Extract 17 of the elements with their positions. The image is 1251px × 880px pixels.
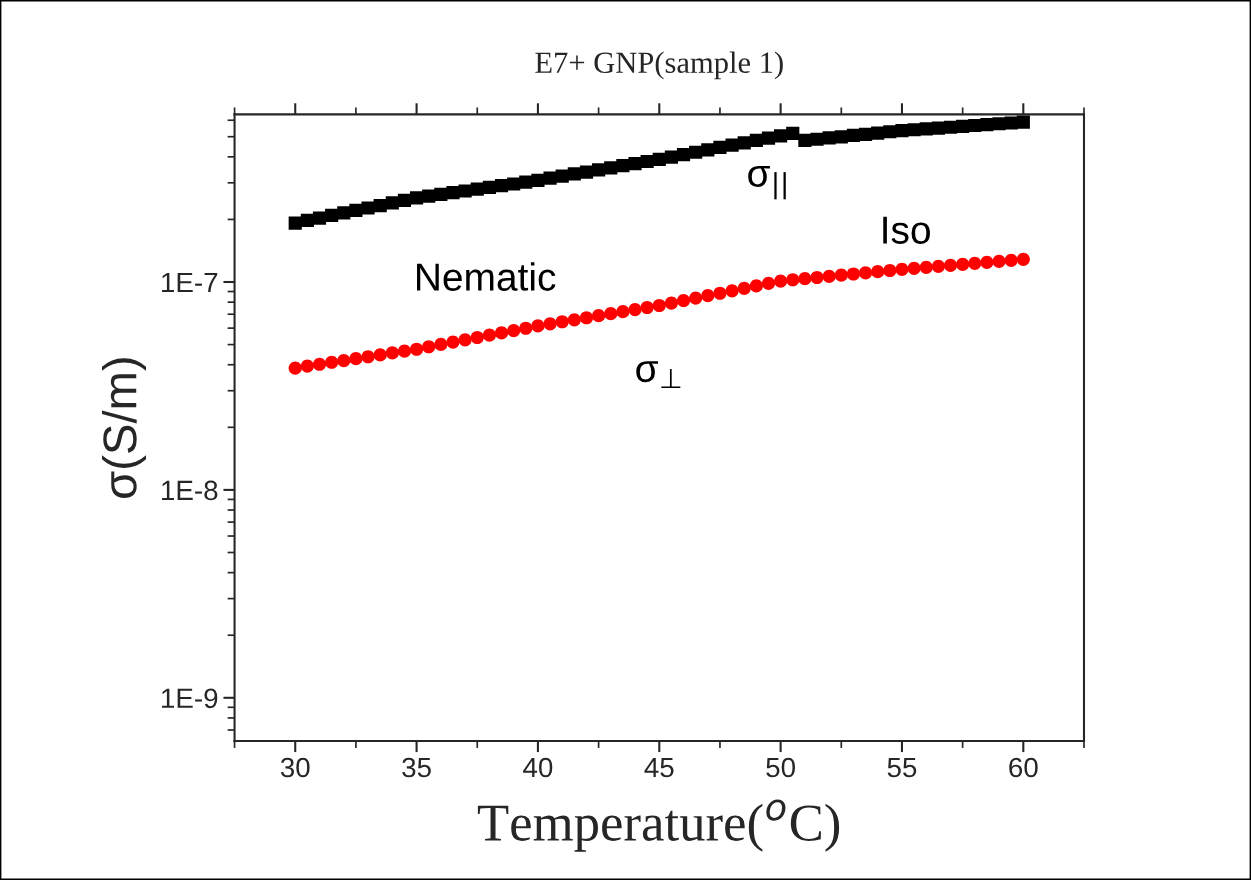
x-axis-title: Temperature($^{o}$C) bbox=[477, 799, 840, 852]
series-label: σ$_{||}$ bbox=[748, 165, 786, 200]
chart-title: E7+ GNP(sample 1) bbox=[535, 51, 783, 80]
y-tick-label: 1E-7 bbox=[162, 272, 218, 293]
x-tick-label: 55 bbox=[887, 757, 917, 778]
annotation: Nematic bbox=[417, 262, 556, 291]
y-tick-label: 1E-9 bbox=[162, 688, 218, 709]
x-tick-label: 60 bbox=[1009, 757, 1038, 778]
x-tick-label: 40 bbox=[523, 757, 553, 778]
y-tick-label: 1E-8 bbox=[162, 480, 218, 501]
y-axis-title: σ(S/m) bbox=[102, 358, 147, 498]
x-tick-label: 35 bbox=[402, 757, 431, 778]
series-label: σ$_{⊥}$ bbox=[636, 361, 681, 389]
x-tick-label: 30 bbox=[280, 757, 310, 778]
annotation: Iso bbox=[883, 216, 930, 244]
x-tick-label: 50 bbox=[766, 757, 795, 778]
x-tick-label: 45 bbox=[644, 757, 674, 778]
